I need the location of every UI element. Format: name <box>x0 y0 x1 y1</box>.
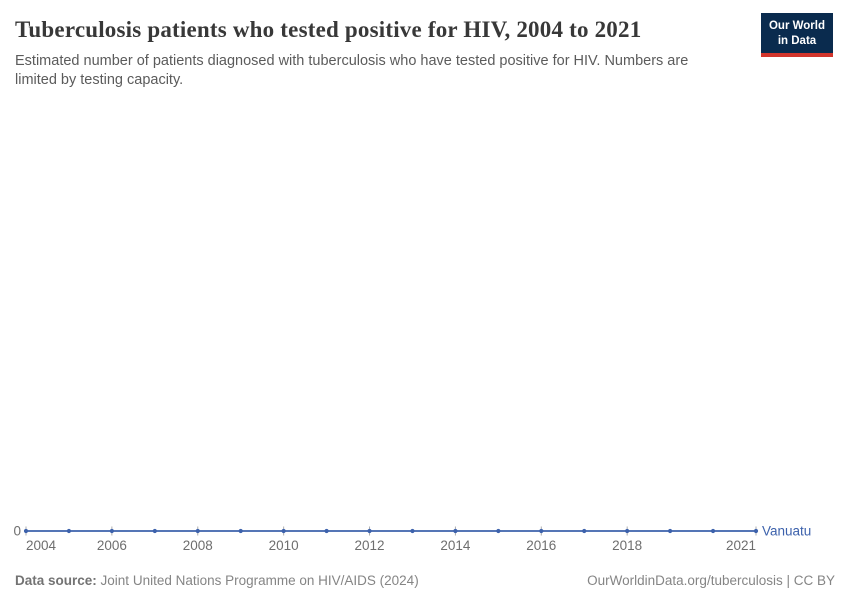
chart-subtitle: Estimated number of patients diagnosed w… <box>15 53 689 88</box>
x-axis-tick-label-2016: 2016 <box>526 538 556 553</box>
data-point-2021[interactable] <box>753 528 759 534</box>
data-source-label: Data source: <box>15 573 97 588</box>
data-point-2014[interactable] <box>453 528 458 534</box>
chart-title: Tuberculosis patients who tested positiv… <box>15 17 642 42</box>
data-source-note: Data source: Joint United Nations Progra… <box>15 573 419 588</box>
data-point-2015[interactable] <box>496 528 501 534</box>
data-point-2018[interactable] <box>625 528 630 534</box>
data-point-2020[interactable] <box>710 528 716 534</box>
data-point-2009[interactable] <box>238 528 243 534</box>
data-point-2017[interactable] <box>582 528 587 534</box>
data-point-2004[interactable] <box>23 528 29 534</box>
x-axis-tick-label-2018: 2018 <box>612 538 642 553</box>
owid-logo-line1: Our World <box>768 20 825 32</box>
y-axis-tick-label-0: 0 <box>13 524 21 539</box>
line-chart-canvas[interactable]: Vanuatu 0 2004 2006 2008 2010 2012 2014 2016 2018… <box>0 95 850 565</box>
entity-label-vanuatu[interactable]: Vanuatu <box>762 524 811 539</box>
data-point-2010[interactable] <box>281 528 286 534</box>
data-point-2011[interactable] <box>324 528 329 534</box>
chart-footer: Data source: Joint United Nations Progra… <box>15 573 835 588</box>
x-axis-tick-label-2021: 2021 <box>726 538 756 553</box>
data-point-2007[interactable] <box>152 528 157 534</box>
owid-logo-line2: in Data <box>777 34 817 47</box>
data-point-2006[interactable] <box>109 528 114 534</box>
data-point-2013[interactable] <box>410 528 415 534</box>
data-source-value: Joint United Nations Programme on HIV/AI… <box>100 573 419 588</box>
data-point-2012[interactable] <box>367 528 372 534</box>
x-axis-tick-label-2008: 2008 <box>183 538 213 553</box>
data-point-2008[interactable] <box>195 528 200 534</box>
x-axis-tick-label-2006: 2006 <box>97 538 127 553</box>
license-link[interactable]: OurWorldinData.org/tuberculosis | CC BY <box>587 573 835 588</box>
chart-header: Tuberculosis patients who tested positiv… <box>0 0 850 90</box>
x-axis-tick-label-2014: 2014 <box>440 538 471 553</box>
x-axis-tick-label-2012: 2012 <box>355 538 385 553</box>
data-point-2019[interactable] <box>668 528 673 534</box>
data-point-2005[interactable] <box>66 528 72 534</box>
owid-logo[interactable]: Our World in Data <box>761 13 833 58</box>
x-axis-tick-label-2004: 2004 <box>26 538 57 553</box>
x-axis-tick-label-2010: 2010 <box>269 538 299 553</box>
data-point-2016[interactable] <box>539 528 544 534</box>
